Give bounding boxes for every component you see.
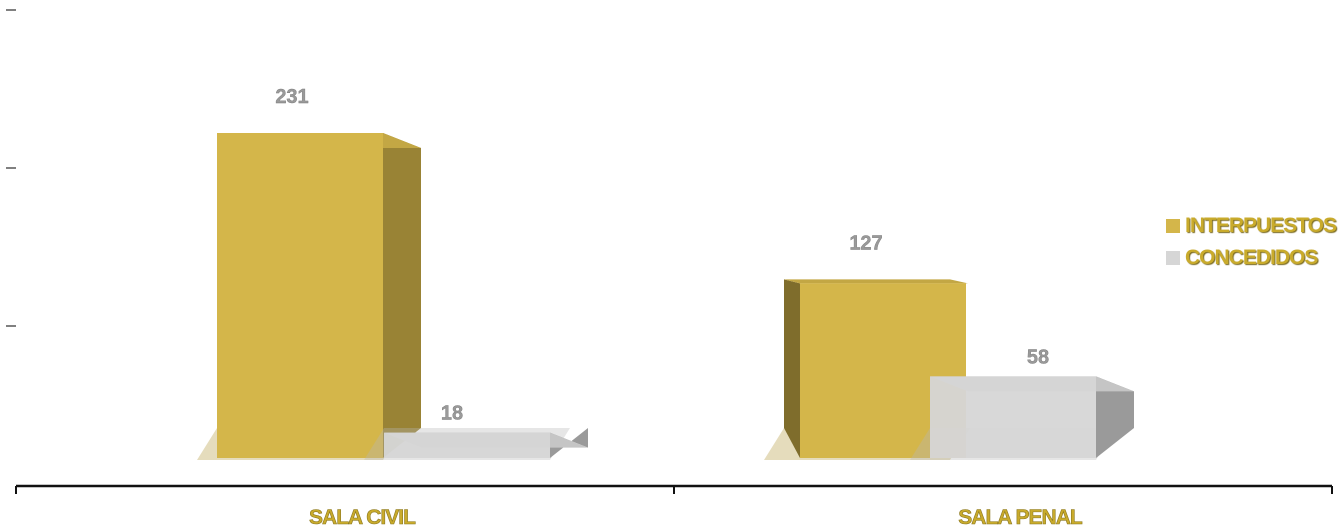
legend-label-concedidos: CONCEDIDOS xyxy=(1185,246,1318,269)
axis-layer xyxy=(6,9,1333,494)
legend-swatch-concedidos xyxy=(1166,251,1180,265)
legend: INTERPUESTOS CONCEDIDOS xyxy=(1166,210,1337,274)
labels-layer: SALA CIVIL SALA PENAL 231 18 127 58 xyxy=(275,86,1084,529)
data-label-concedidos-sala-civil: 18 xyxy=(441,403,463,425)
data-label-interpuestos-sala-penal: 127 xyxy=(849,232,882,254)
legend-item-concedidos: CONCEDIDOS xyxy=(1166,242,1336,274)
category-label-sala-civil: SALA CIVIL xyxy=(309,506,416,529)
category-label-sala-penal: SALA PENAL xyxy=(958,506,1083,529)
data-label-interpuestos-sala-civil: 231 xyxy=(275,86,308,108)
bar-interpuestos-sala-civil xyxy=(217,133,383,458)
bar-side-interpuestos-sala-civil xyxy=(383,133,421,458)
data-label-concedidos-sala-penal: 58 xyxy=(1027,346,1049,368)
legend-label-interpuestos: INTERPUESTOS xyxy=(1185,214,1337,237)
bar-top-interpuestos-sala-penal xyxy=(784,279,968,284)
bar-concedidos-sala-penal xyxy=(930,376,1096,458)
bar-side-concedidos-sala-penal xyxy=(1096,376,1134,458)
legend-item-interpuestos: INTERPUESTOS xyxy=(1166,210,1337,242)
bars-layer xyxy=(197,133,1134,460)
bar-concedidos-sala-civil xyxy=(384,432,550,458)
legend-swatch-interpuestos xyxy=(1166,219,1180,233)
bar-side-interpuestos-sala-penal xyxy=(784,279,800,458)
